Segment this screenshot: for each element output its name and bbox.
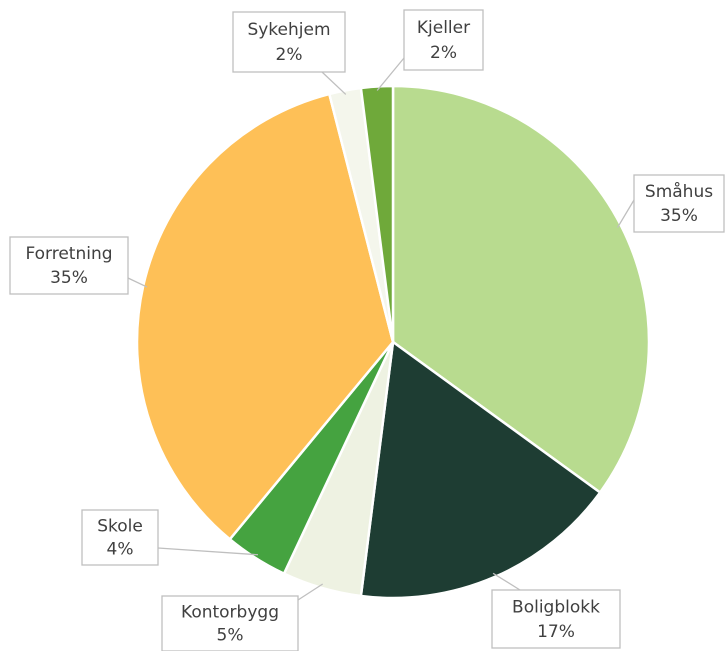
pie-slice: [359, 84, 395, 343]
label-box: [403, 9, 484, 71]
label-box: [232, 11, 346, 73]
category-label: Småhus: [645, 181, 713, 202]
category-label: Kontorbygg: [181, 603, 279, 623]
label-box: [491, 589, 621, 649]
value-label: 2%: [276, 45, 303, 65]
value-label: 17%: [537, 622, 575, 642]
value-label: 4%: [107, 540, 134, 560]
label-box: [633, 174, 725, 233]
category-label: Skole: [97, 517, 143, 537]
value-label: 2%: [430, 43, 457, 63]
pie-slice: [135, 92, 395, 542]
leader-line: [127, 277, 148, 288]
leader-line: [376, 57, 405, 91]
value-label: 35%: [50, 268, 88, 288]
leader-line: [321, 71, 347, 95]
pie-slice: [391, 84, 651, 495]
leader-line: [297, 583, 324, 601]
category-label: Forretning: [25, 244, 112, 264]
leader-line: [492, 572, 521, 591]
value-label: 35%: [660, 206, 698, 226]
label-box: [9, 236, 129, 295]
label-box: [161, 595, 299, 652]
label-box: [81, 509, 159, 566]
leader-line: [157, 547, 259, 556]
leader-line: [616, 199, 635, 228]
category-label: Boligblokk: [512, 597, 600, 617]
category-label: Sykehjem: [247, 20, 330, 40]
pie-slice: [359, 339, 602, 600]
category-label: Kjeller: [417, 18, 470, 38]
value-label: 5%: [217, 626, 244, 646]
